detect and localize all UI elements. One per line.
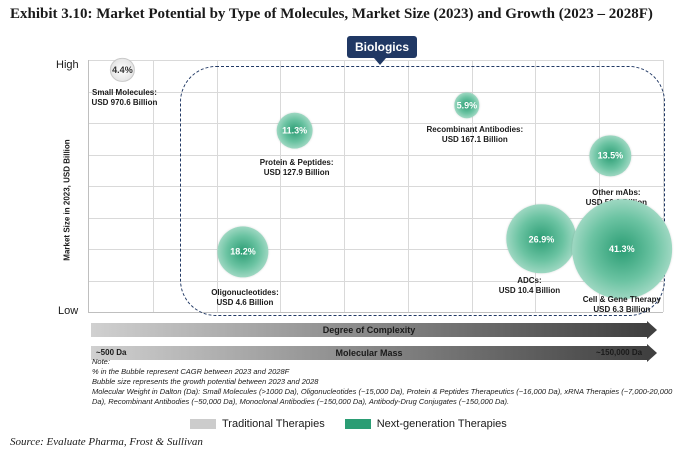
- bubble-name-line: Cell & Gene Therapy: [582, 295, 661, 304]
- molecular-mass-arrow: Molecular Mass: [91, 344, 657, 362]
- note-bubble-size: Bubble size represents the growth potent…: [92, 377, 319, 386]
- bubble-value-line: USD 127.9 Billion: [263, 167, 330, 177]
- biologics-tag-pointer: [374, 58, 386, 65]
- grid-line-horizontal: [89, 123, 663, 124]
- legend-label-traditional: Traditional Therapies: [222, 418, 325, 430]
- grid-line-vertical: [663, 60, 664, 312]
- bubble-name-line: Protein & Peptides:: [259, 157, 334, 167]
- source-note: Source: Evaluate Pharma, Frost & Sulliva…: [10, 436, 203, 448]
- bubble-value-line: USD 10.4 Billion: [498, 285, 561, 295]
- bubble-name-label: Protein & Peptides: USD 127.9 Billion: [260, 158, 334, 178]
- bubble-cagr-label: 5.9%: [456, 100, 478, 111]
- bubble: 13.5%: [589, 135, 631, 177]
- legend-swatch-traditional: [190, 419, 216, 429]
- bubble-name-label: Recombinant Antibodies: USD 167.1 Billion: [427, 125, 524, 145]
- bubble: 11.3%: [276, 112, 313, 149]
- molecular-mass-arrow-label: Molecular Mass: [335, 348, 403, 358]
- legend: Traditional Therapies Next-generation Th…: [190, 418, 527, 430]
- bubble-name-line: Oligonucleotides:: [211, 287, 279, 297]
- bubble-name-line: Other mAbs:: [592, 187, 641, 197]
- note-heading: Note:: [92, 357, 110, 366]
- bubble-value-line: USD 4.6 Billion: [216, 297, 274, 307]
- bubble: 18.2%: [217, 225, 269, 278]
- bubble-cagr-label: 26.9%: [528, 233, 555, 244]
- bubble-value-line: USD 970.6 Billion: [91, 98, 158, 108]
- grid-line-horizontal: [89, 186, 663, 187]
- bubble-cagr-label: 18.2%: [230, 246, 256, 257]
- complexity-arrow: Degree of Complexity: [91, 321, 657, 339]
- bubble-cagr-label: 11.3%: [282, 125, 308, 136]
- bubble: 26.9%: [506, 204, 577, 274]
- bubble-value-line: USD 167.1 Billion: [441, 135, 508, 145]
- bubble-cagr-label: 13.5%: [597, 150, 624, 161]
- legend-label-next-generation: Next-generation Therapies: [376, 418, 507, 430]
- legend-item-next-generation: Next-generation Therapies: [344, 418, 507, 430]
- bubble-name-line: Small Molecules:: [91, 88, 157, 98]
- bubble-name-label: Cell & Gene Therapy USD 6.3 Billion: [583, 295, 661, 315]
- bubble-name-label: ADCs: USD 10.4 Billion: [499, 276, 560, 296]
- biologics-tag: Biologics: [347, 36, 417, 58]
- bubble-value-line: USD 6.3 Billion: [593, 305, 651, 314]
- legend-swatch-next-generation: [344, 419, 371, 429]
- note-molecular-weight: Molecular Weight in Dalton (Da): Small M…: [92, 387, 673, 406]
- y-low-label: Low: [58, 305, 79, 317]
- bubble-name-label: Small Molecules: USD 970.6 Billion: [92, 88, 158, 108]
- y-axis-label: Market Size in 2023, USD Billion: [62, 139, 72, 261]
- bubble: 5.9%: [454, 92, 480, 119]
- grid-line-horizontal: [89, 155, 663, 156]
- bubble: 4.4%: [110, 57, 135, 83]
- y-high-label: High: [56, 59, 79, 71]
- bubble-name-label: Oligonucleotides: USD 4.6 Billion: [211, 288, 279, 308]
- grid-line-horizontal: [89, 249, 663, 250]
- bubble-name-line: ADCs:: [517, 275, 542, 285]
- legend-item-traditional: Traditional Therapies: [190, 418, 325, 430]
- grid-line-horizontal: [89, 92, 663, 93]
- notes: Note: % in the Bubble represent CAGR bet…: [92, 357, 682, 407]
- biologics-region: [180, 66, 665, 316]
- bubble-cagr-label: 4.4%: [112, 65, 133, 76]
- bubble-cagr-label: 41.3%: [609, 244, 635, 254]
- bubble: 41.3%: [571, 199, 672, 299]
- mass-min-label: ~500 Da: [96, 348, 127, 357]
- grid-line-horizontal: [89, 281, 663, 282]
- grid-line-horizontal: [89, 218, 663, 219]
- complexity-arrow-label: Degree of Complexity: [322, 325, 416, 335]
- note-cagr: % in the Bubble represent CAGR between 2…: [92, 367, 290, 376]
- bubble-name-line: Recombinant Antibodies:: [426, 125, 524, 135]
- chart-title: Exhibit 3.10: Market Potential by Type o…: [10, 6, 653, 22]
- mass-max-label: ~150,000 Da: [596, 348, 643, 357]
